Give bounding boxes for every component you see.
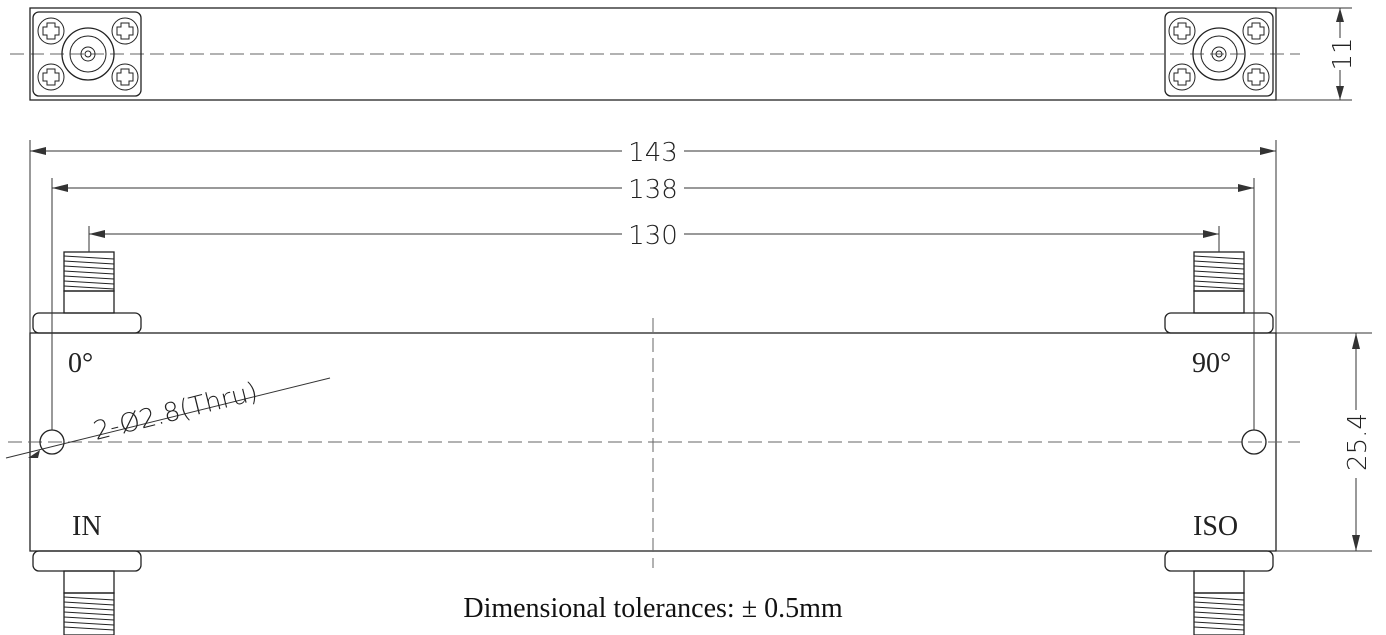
hole-callout-label: 2-Ø2.8(Thru) [90, 377, 261, 447]
connector-top-right [1164, 251, 1274, 334]
screw-icon [37, 63, 65, 91]
dim-25-4-label: 25.4 [1343, 413, 1373, 471]
screw-icon [111, 63, 139, 91]
connector-bottom-left [32, 550, 142, 635]
screw-icon [1242, 17, 1270, 45]
tolerance-note: Dimensional tolerances: ± 0.5mm [463, 593, 843, 624]
screw-icon [111, 17, 139, 45]
top-view: 11 [10, 7, 1358, 101]
dim-top-view-height: 11 [1276, 7, 1358, 101]
connector-top-left [32, 251, 142, 334]
dim-connector-spacing: 130 [88, 219, 1220, 252]
dim-hole-spacing: 138 [51, 173, 1255, 430]
dim-130-label: 130 [628, 221, 678, 251]
port-label-in: IN [72, 511, 102, 542]
dim-11-label: 11 [1328, 37, 1358, 70]
top-view-left-flange [32, 11, 142, 97]
screw-icon [1168, 63, 1196, 91]
port-label-0deg: 0° [68, 348, 93, 379]
dim-overall-length: 143 [29, 136, 1277, 333]
dim-body-height: 25.4 [1276, 332, 1374, 552]
connector-bottom-right [1164, 550, 1274, 635]
dim-138-label: 138 [628, 175, 678, 205]
hole-callout: 2-Ø2.8(Thru) [5, 377, 331, 459]
port-label-90deg: 90° [1192, 348, 1231, 379]
front-view: 0° 90° IN ISO 143 138 [5, 136, 1374, 635]
dim-143-label: 143 [628, 138, 678, 168]
screw-icon [1168, 17, 1196, 45]
port-label-iso: ISO [1193, 511, 1238, 542]
top-view-right-flange [1164, 11, 1274, 97]
screw-icon [37, 17, 65, 45]
screw-icon [1242, 63, 1270, 91]
